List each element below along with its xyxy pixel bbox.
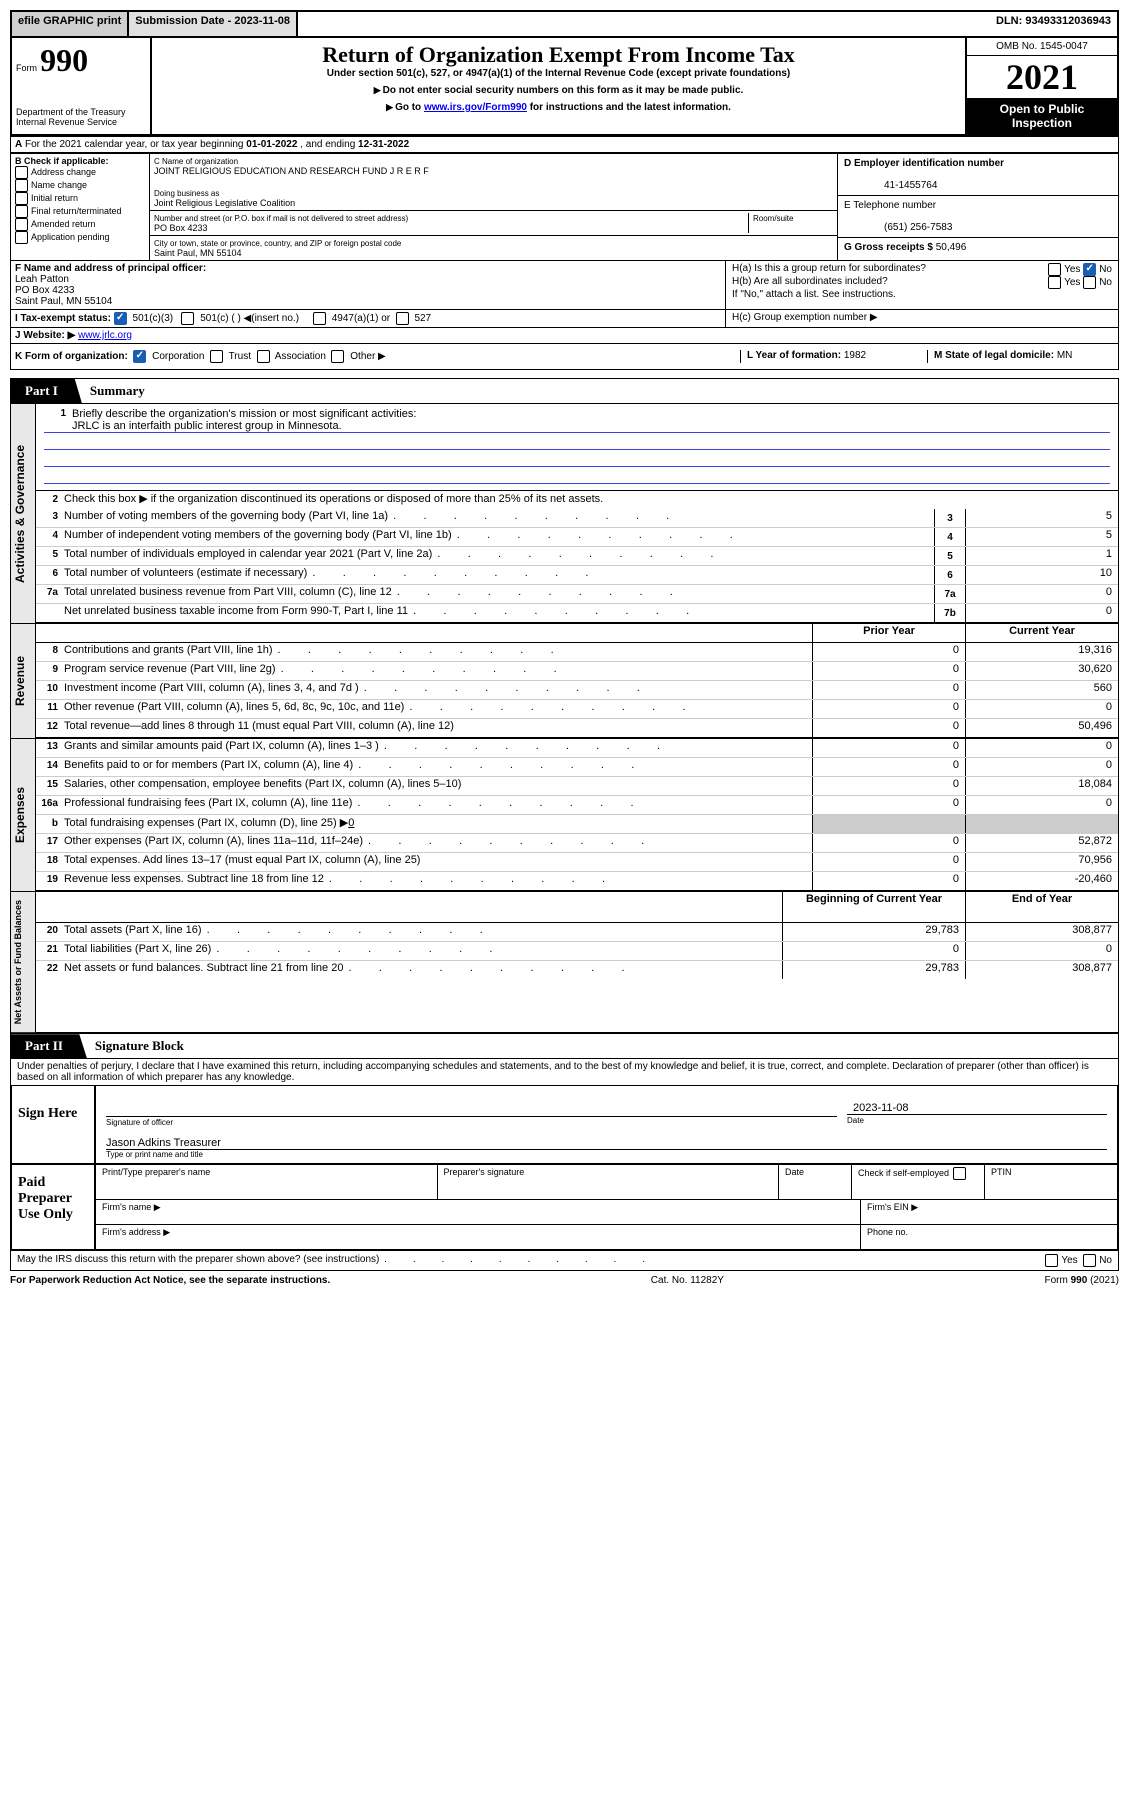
val-l7a: 0 bbox=[965, 585, 1118, 603]
header-sub1: Under section 501(c), 527, or 4947(a)(1)… bbox=[156, 68, 961, 79]
form-number: 990 bbox=[40, 42, 88, 78]
officer-name-title: Jason Adkins Treasurer bbox=[106, 1137, 1107, 1150]
val-l15: 18,084 bbox=[965, 777, 1118, 795]
val-l5: 1 bbox=[965, 547, 1118, 565]
checkbox-other[interactable] bbox=[331, 350, 344, 363]
checkbox-ha-no[interactable] bbox=[1083, 263, 1096, 276]
omb-number: OMB No. 1545-0047 bbox=[967, 38, 1117, 56]
telephone: (651) 256-7583 bbox=[844, 222, 952, 233]
row-i-hc: I Tax-exempt status: 501(c)(3) 501(c) ( … bbox=[10, 310, 1119, 328]
val-l20: 308,877 bbox=[965, 923, 1118, 941]
mission-text: JRLC is an interfaith public interest gr… bbox=[44, 420, 1110, 433]
instructions-link[interactable]: www.irs.gov/Form990 bbox=[424, 102, 527, 113]
val-l16b: 0 bbox=[348, 817, 354, 829]
checkbox-name-change[interactable] bbox=[15, 179, 28, 192]
checkbox-amended-return[interactable] bbox=[15, 218, 28, 231]
checkbox-4947[interactable] bbox=[313, 312, 326, 325]
checkbox-application-pending[interactable] bbox=[15, 231, 28, 244]
sign-here-block: Sign Here Signature of officer 2023-11-0… bbox=[10, 1086, 1119, 1165]
header-sub2: Do not enter social security numbers on … bbox=[383, 85, 744, 96]
dln: DLN: 93493312036943 bbox=[990, 12, 1117, 36]
val-l7b: 0 bbox=[965, 604, 1118, 622]
checkbox-address-change[interactable] bbox=[15, 166, 28, 179]
checkbox-hb-no[interactable] bbox=[1083, 276, 1096, 289]
checkbox-hb-yes[interactable] bbox=[1048, 276, 1061, 289]
val-l16a: 0 bbox=[965, 796, 1118, 814]
col-b-check-applicable: B Check if applicable: Address change Na… bbox=[11, 154, 150, 260]
revenue-section: Revenue Prior YearCurrent Year 8Contribu… bbox=[10, 624, 1119, 739]
page-footer: For Paperwork Reduction Act Notice, see … bbox=[10, 1271, 1119, 1290]
sidetab-expenses: Expenses bbox=[11, 739, 36, 891]
irs-label: Internal Revenue Service bbox=[16, 117, 146, 127]
sidetab-revenue: Revenue bbox=[11, 624, 36, 738]
org-street: PO Box 4233 bbox=[154, 223, 208, 233]
checkbox-527[interactable] bbox=[396, 312, 409, 325]
val-l9: 30,620 bbox=[965, 662, 1118, 680]
form-label: Form bbox=[16, 63, 37, 73]
part-i-header: Part I Summary bbox=[10, 378, 1119, 404]
website-link[interactable]: www.jrlc.org bbox=[78, 330, 132, 341]
form-header: Form 990 Department of the Treasury Inte… bbox=[10, 38, 1119, 136]
year-formation: 1982 bbox=[844, 350, 866, 361]
val-l10: 560 bbox=[965, 681, 1118, 699]
checkbox-discuss-yes[interactable] bbox=[1045, 1254, 1058, 1267]
val-l19: -20,460 bbox=[965, 872, 1118, 890]
checkbox-association[interactable] bbox=[257, 350, 270, 363]
org-dba: Joint Religious Legislative Coalition bbox=[154, 198, 295, 208]
row-f-h: F Name and address of principal officer:… bbox=[10, 261, 1119, 310]
col-c-org-info: C Name of organization JOINT RELIGIOUS E… bbox=[150, 154, 838, 260]
expenses-section: Expenses 13Grants and similar amounts pa… bbox=[10, 739, 1119, 892]
irs-discuss-row: May the IRS discuss this return with the… bbox=[10, 1251, 1119, 1271]
row-j-website: J Website: ▶ www.jrlc.org bbox=[10, 328, 1119, 344]
governance-section: Activities & Governance 1Briefly describ… bbox=[10, 404, 1119, 624]
checkbox-ha-yes[interactable] bbox=[1048, 263, 1061, 276]
perjury-declaration: Under penalties of perjury, I declare th… bbox=[10, 1059, 1119, 1086]
row-k-l-m: K Form of organization: Corporation Trus… bbox=[10, 344, 1119, 370]
top-bar: efile GRAPHIC print Submission Date - 20… bbox=[10, 10, 1119, 38]
checkbox-self-employed[interactable] bbox=[953, 1167, 966, 1180]
paid-preparer-block: Paid Preparer Use Only Print/Type prepar… bbox=[10, 1165, 1119, 1251]
open-inspection: Open to Public Inspection bbox=[967, 98, 1117, 134]
tax-year: 2021 bbox=[967, 56, 1117, 98]
checkbox-final-return[interactable] bbox=[15, 205, 28, 218]
form-title: Return of Organization Exempt From Incom… bbox=[156, 42, 961, 68]
val-l3: 5 bbox=[965, 509, 1118, 527]
section-b-c-d-e: B Check if applicable: Address change Na… bbox=[10, 153, 1119, 261]
checkbox-trust[interactable] bbox=[210, 350, 223, 363]
dept-treasury: Department of the Treasury bbox=[16, 107, 146, 117]
val-l11: 0 bbox=[965, 700, 1118, 718]
val-l8: 19,316 bbox=[965, 643, 1118, 661]
submission-date: Submission Date - 2023-11-08 bbox=[129, 12, 298, 36]
val-l21: 0 bbox=[965, 942, 1118, 960]
sidetab-net-assets: Net Assets or Fund Balances bbox=[11, 892, 36, 1032]
checkbox-corporation[interactable] bbox=[133, 350, 146, 363]
val-l13: 0 bbox=[965, 739, 1118, 757]
val-l12: 50,496 bbox=[965, 719, 1118, 737]
ein: 41-1455764 bbox=[844, 180, 937, 191]
officer-name: Leah Patton bbox=[15, 274, 69, 285]
sidetab-governance: Activities & Governance bbox=[11, 404, 36, 623]
val-l6: 10 bbox=[965, 566, 1118, 584]
org-name: JOINT RELIGIOUS EDUCATION AND RESEARCH F… bbox=[154, 166, 429, 176]
checkbox-501c3[interactable] bbox=[114, 312, 127, 325]
org-city: Saint Paul, MN 55104 bbox=[154, 248, 242, 258]
val-l14: 0 bbox=[965, 758, 1118, 776]
checkbox-discuss-no[interactable] bbox=[1083, 1254, 1096, 1267]
val-l22: 308,877 bbox=[965, 961, 1118, 979]
row-a-tax-year: A For the 2021 calendar year, or tax yea… bbox=[10, 136, 1119, 153]
net-assets-section: Net Assets or Fund Balances Beginning of… bbox=[10, 892, 1119, 1033]
efile-print-button[interactable]: efile GRAPHIC print bbox=[12, 12, 129, 36]
checkbox-initial-return[interactable] bbox=[15, 192, 28, 205]
state-domicile: MN bbox=[1057, 350, 1073, 361]
part-ii-header: Part II Signature Block bbox=[10, 1033, 1119, 1059]
val-l18: 70,956 bbox=[965, 853, 1118, 871]
checkbox-501c[interactable] bbox=[181, 312, 194, 325]
gross-receipts: 50,496 bbox=[936, 242, 967, 253]
val-l4: 5 bbox=[965, 528, 1118, 546]
col-d-e-g: D Employer identification number 41-1455… bbox=[838, 154, 1118, 260]
sig-date: 2023-11-08 bbox=[847, 1102, 1107, 1114]
val-l17: 52,872 bbox=[965, 834, 1118, 852]
